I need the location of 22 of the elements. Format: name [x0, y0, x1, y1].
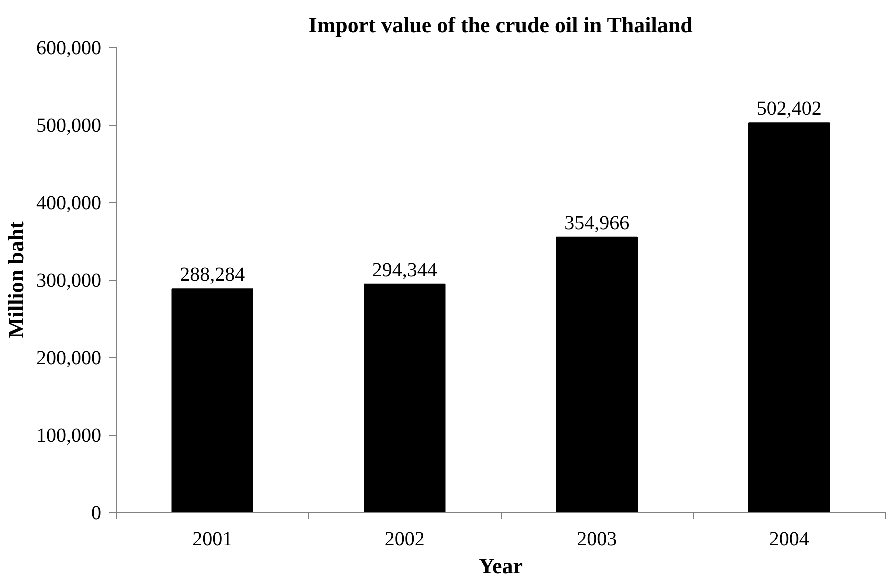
x-tick-label: 2001 [192, 528, 233, 550]
y-tick-label: 500,000 [36, 115, 102, 137]
y-tick-label: 100,000 [36, 425, 102, 447]
data-label: 502,402 [756, 98, 822, 120]
x-tick-label: 2002 [384, 528, 425, 550]
y-tick-label: 0 [92, 502, 102, 524]
bar [748, 122, 830, 512]
chart-title: Import value of the crude oil in Thailand [308, 12, 693, 38]
data-label: 354,966 [564, 212, 630, 234]
data-label: 294,344 [372, 259, 438, 282]
y-tick-label: 200,000 [36, 348, 102, 370]
x-axis-title: Year [479, 554, 524, 578]
y-tick-label: 600,000 [36, 38, 102, 60]
y-axis-title: Million baht [4, 220, 28, 338]
bar [556, 236, 638, 512]
y-tick-label: 400,000 [36, 192, 102, 214]
x-tick-label: 2004 [769, 528, 810, 550]
y-tick-label: 300,000 [36, 270, 102, 292]
bar [172, 288, 254, 512]
x-tick-label: 2003 [577, 528, 618, 550]
data-label: 288,284 [180, 264, 246, 286]
bar [364, 284, 446, 512]
